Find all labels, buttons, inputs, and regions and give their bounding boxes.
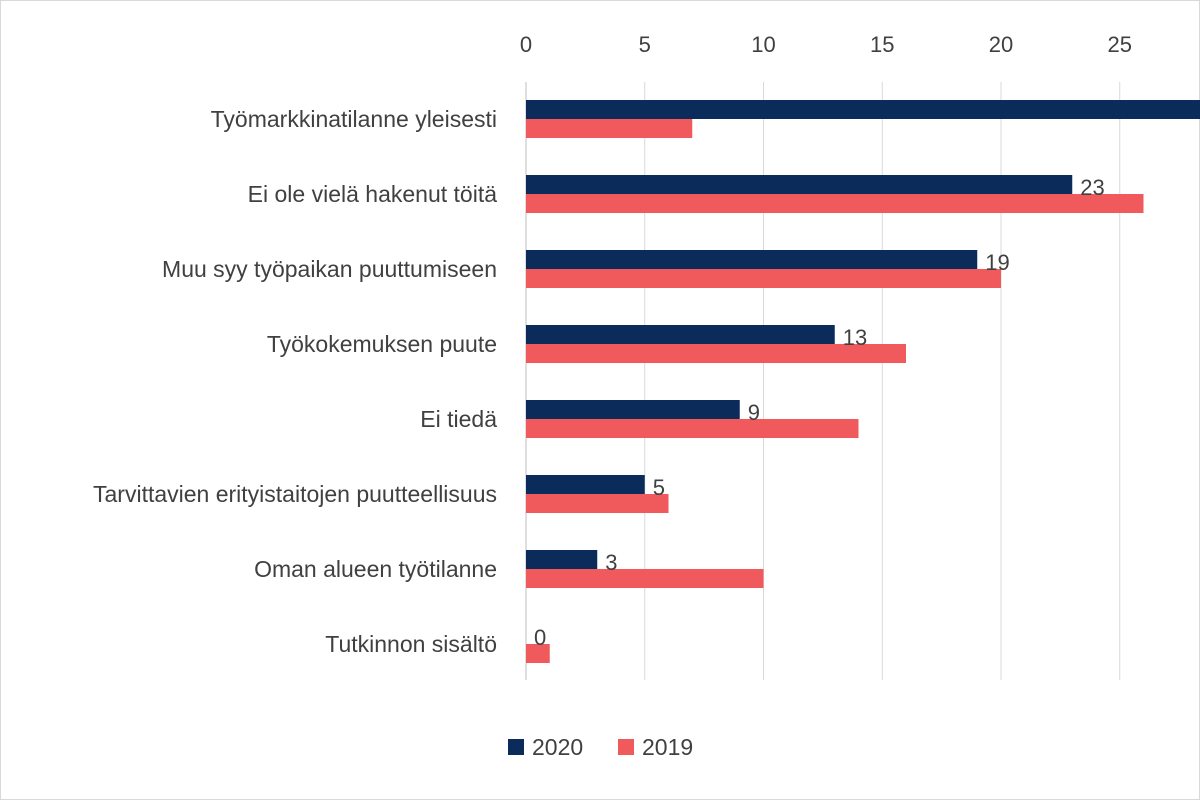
legend-swatch-2020	[508, 739, 524, 755]
bars	[526, 100, 1200, 663]
data-label-2020: 5	[653, 475, 665, 500]
bar-2019	[526, 119, 693, 138]
category-label: Oman alueen työtilanne	[254, 556, 497, 582]
bar-2020	[526, 325, 835, 344]
bar-2019	[526, 644, 550, 663]
bar-2020	[526, 175, 1073, 194]
x-tick-label: 20	[989, 32, 1013, 57]
bar-2019	[526, 269, 1001, 288]
legend-swatch-2019	[618, 739, 634, 755]
data-label-2020: 0	[534, 625, 546, 650]
x-tick-label: 10	[751, 32, 775, 57]
category-labels: Työmarkkinatilanne yleisesti Ei ole vielä…	[93, 106, 497, 657]
x-tick-label: 15	[870, 32, 894, 57]
data-label-2020: 3	[605, 550, 617, 575]
bar-2019	[526, 194, 1144, 213]
bar-2020	[526, 550, 598, 569]
data-label-2020: 19	[985, 250, 1009, 275]
bar-2019	[526, 344, 906, 363]
category-label: Ei tiedä	[420, 406, 497, 432]
category-label: Työmarkkinatilanne yleisesti	[211, 106, 497, 132]
bar-2019	[526, 419, 859, 438]
category-label: Työkokemuksen puute	[267, 331, 497, 357]
bar-2020	[526, 475, 645, 494]
data-label-2020: 13	[843, 325, 867, 350]
data-label-2020: 23	[1080, 175, 1104, 200]
x-axis-ticks: 0 5 10 15 20 25	[520, 32, 1132, 57]
bar-2019	[526, 569, 764, 588]
bar-2020	[526, 400, 740, 419]
x-tick-label: 5	[639, 32, 651, 57]
bar-2020	[526, 100, 1200, 119]
data-labels: 23 19 13 9 5 3 0	[534, 175, 1105, 650]
category-label: Muu syy työpaikan puuttumiseen	[162, 256, 497, 282]
x-tick-label: 0	[520, 32, 532, 57]
legend-label-2019: 2019	[642, 734, 693, 760]
bar-2019	[526, 494, 669, 513]
bar-2020	[526, 250, 978, 269]
legend-label-2020: 2020	[532, 734, 583, 760]
legend: 2020 2019	[508, 734, 693, 760]
category-label: Tutkinnon sisältö	[325, 631, 497, 657]
category-label: Ei ole vielä hakenut töitä	[248, 181, 498, 207]
category-label: Tarvittavien erityistaitojen puutteellis…	[93, 481, 497, 507]
data-label-2020: 9	[748, 400, 760, 425]
x-tick-label: 25	[1108, 32, 1132, 57]
